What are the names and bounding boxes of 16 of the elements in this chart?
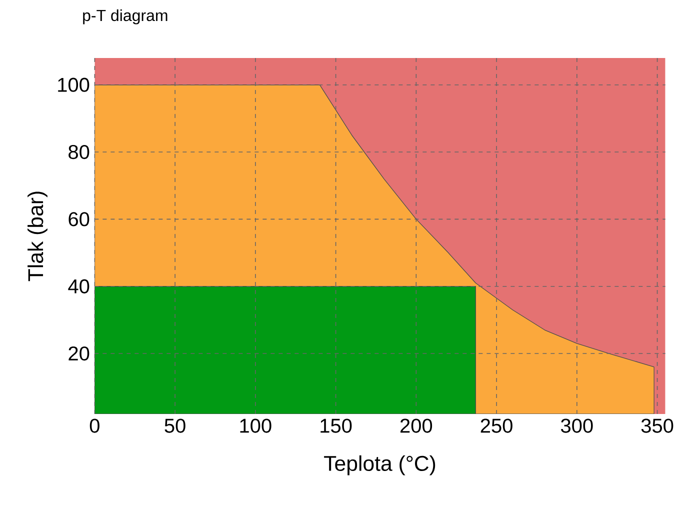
chart-title: p-T diagram xyxy=(83,9,168,24)
x-tick-label: 300 xyxy=(560,418,593,433)
y-tick-label: 60 xyxy=(68,212,90,226)
x-tick-label: 200 xyxy=(400,418,432,433)
x-tick-label: 250 xyxy=(480,418,512,433)
x-tick-label: 0 xyxy=(90,418,100,433)
x-tick-label: 150 xyxy=(320,418,352,433)
x-tick-label: 50 xyxy=(164,418,186,433)
x-axis-title: Teplota (°C) xyxy=(324,455,436,476)
y-tick-label: 20 xyxy=(68,346,90,361)
y-tick-label: 100 xyxy=(58,78,90,92)
x-tick-label: 350 xyxy=(641,418,674,433)
y-tick-label: 80 xyxy=(68,144,90,160)
x-tick-label: 100 xyxy=(240,418,272,433)
y-axis-title: Tlak (bar) xyxy=(28,192,48,282)
y-tick-label: 40 xyxy=(68,279,90,294)
